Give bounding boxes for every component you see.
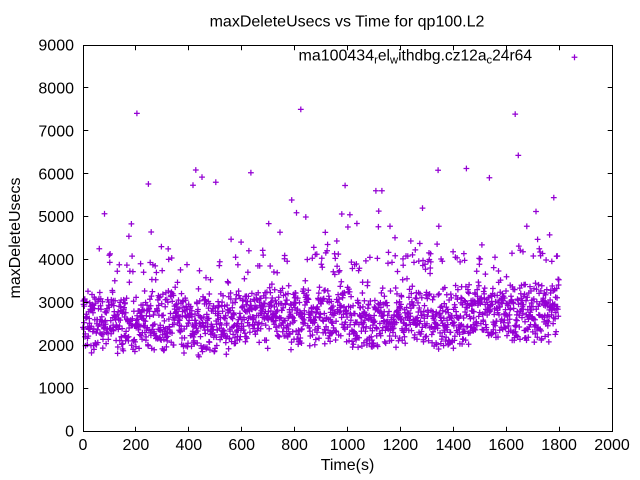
svg-text:1800: 1800 (541, 437, 577, 454)
svg-text:9000: 9000 (38, 38, 74, 55)
svg-text:3000: 3000 (38, 295, 74, 312)
svg-text:4000: 4000 (38, 252, 74, 269)
svg-text:600: 600 (228, 437, 255, 454)
svg-text:1200: 1200 (383, 437, 419, 454)
svg-text:2000: 2000 (38, 338, 74, 355)
svg-text:6000: 6000 (38, 166, 74, 183)
svg-text:1000: 1000 (38, 381, 74, 398)
svg-text:1600: 1600 (488, 437, 524, 454)
svg-text:400: 400 (175, 437, 202, 454)
svg-text:0: 0 (79, 437, 88, 454)
svg-text:5000: 5000 (38, 209, 74, 226)
svg-text:0: 0 (65, 424, 74, 441)
svg-text:1000: 1000 (330, 437, 366, 454)
svg-text:maxDeleteUsecs vs Time for qp1: maxDeleteUsecs vs Time for qp100.L2 (210, 14, 485, 31)
svg-text:8000: 8000 (38, 81, 74, 98)
svg-text:maxDeleteUsecs: maxDeleteUsecs (7, 178, 24, 299)
svg-text:7000: 7000 (38, 123, 74, 140)
svg-text:ma100434relwithdbg.cz12ac24r64: ma100434relwithdbg.cz12ac24r64 (298, 48, 532, 67)
svg-text:200: 200 (123, 437, 150, 454)
svg-text:Time(s): Time(s) (321, 457, 375, 474)
svg-text:800: 800 (281, 437, 308, 454)
svg-text:1400: 1400 (436, 437, 472, 454)
svg-text:2000: 2000 (594, 437, 630, 454)
